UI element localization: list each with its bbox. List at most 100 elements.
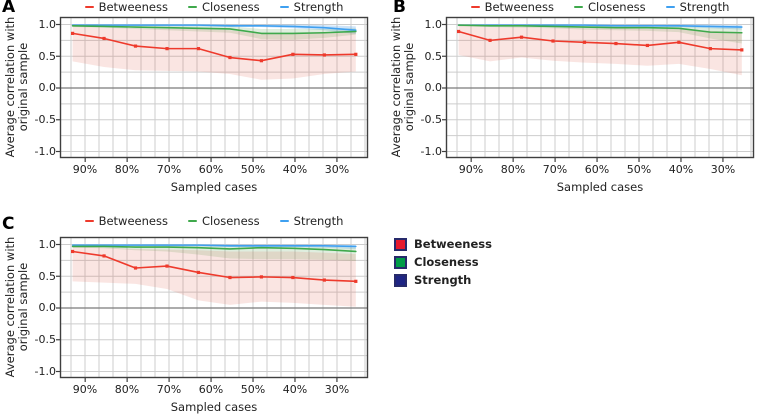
legend-label-strength: Strength: [293, 214, 344, 228]
y-tick-label: 0.0: [38, 301, 57, 314]
betweeness-marker: [322, 278, 326, 282]
betweeness-marker: [519, 35, 524, 39]
betweeness-marker: [645, 43, 650, 48]
x-axis-title: Sampled cases: [556, 180, 644, 194]
legend-label-closeness: Closeness: [587, 0, 646, 14]
y-tick-label: -0.5: [34, 113, 56, 126]
betweeness-marker: [165, 47, 169, 51]
betweeness-line-icon: [84, 219, 94, 223]
x-tick-label: 90%: [458, 163, 484, 176]
x-tick-label: 90%: [72, 383, 98, 396]
panel-b: B Betweeness Closeness Strength Average …: [386, 0, 771, 200]
betweeness-marker: [291, 52, 295, 56]
betweeness-marker: [488, 38, 492, 42]
betweeness-line-icon: [470, 5, 480, 9]
betweeness-marker: [259, 275, 264, 279]
betweeness-marker: [582, 40, 587, 44]
betweeness-marker: [259, 59, 264, 63]
x-tick-label: 80%: [114, 163, 140, 176]
legend-item-label: Strength: [414, 273, 472, 287]
plot-area-c: [56, 236, 369, 382]
x-tick-label: 80%: [500, 163, 526, 176]
betweeness-marker: [133, 266, 138, 270]
x-tick-label: 50%: [240, 383, 266, 396]
strength-line: [71, 24, 357, 32]
y-tick-label: 0.5: [424, 50, 443, 63]
panel-b-letter: B: [393, 0, 406, 17]
closeness-line: [71, 245, 357, 253]
x-tick-label: 60%: [198, 163, 224, 176]
betweeness-marker: [228, 275, 232, 280]
x-tick-label: 30%: [710, 163, 736, 176]
x-tick-label: 70%: [542, 163, 568, 176]
betweeness-marker: [70, 31, 75, 35]
strength-line-icon: [279, 219, 289, 223]
legend-label-strength: Strength: [679, 0, 730, 14]
betweeness-line-icon: [84, 5, 94, 9]
y-tick-label: -1.0: [420, 145, 442, 158]
legend-item-strength: Strength: [394, 273, 492, 287]
closeness-line: [457, 24, 743, 34]
legend-label-closeness: Closeness: [201, 0, 260, 14]
y-tick-label: 0.0: [38, 81, 57, 94]
betweeness-marker: [70, 249, 75, 254]
betweeness-marker: [740, 48, 744, 52]
legend-item-betweeness: Betweeness: [394, 237, 492, 251]
legend-label-betweeness: Betweeness: [98, 0, 168, 14]
closeness-band: [72, 245, 356, 262]
plot-area-b: [442, 16, 755, 162]
betweeness-marker: [677, 40, 681, 44]
betweeness-marker: [551, 39, 555, 43]
closeness-band: [72, 25, 356, 40]
closeness-band: [458, 24, 742, 44]
y-tick-label: 1.0: [424, 18, 443, 31]
betweeness-line: [457, 30, 743, 51]
legend-label-betweeness: Betweeness: [98, 214, 168, 228]
betweeness-line: [71, 250, 357, 283]
betweeness-marker: [614, 41, 618, 46]
closeness-line: [71, 24, 357, 35]
betweeness-marker: [196, 270, 201, 275]
y-tick-label: 0.5: [38, 270, 57, 283]
x-tick-label: 40%: [668, 163, 694, 176]
x-tick-label: 90%: [72, 163, 98, 176]
x-tick-label: 70%: [156, 163, 182, 176]
y-tick-label: -0.5: [420, 113, 442, 126]
x-tick-label: 50%: [240, 163, 266, 176]
betweeness-marker: [354, 279, 358, 283]
betweeness-marker: [165, 264, 169, 268]
betweeness-marker: [354, 52, 358, 56]
closeness-line-icon: [573, 5, 583, 9]
panel-a-legend: Betweeness Closeness Strength: [60, 0, 368, 14]
betweeness-band: [458, 25, 742, 76]
betweeness-marker: [322, 53, 326, 57]
panel-c-letter: C: [2, 214, 15, 234]
x-axis-title: Sampled cases: [170, 400, 258, 414]
x-tick-label: 70%: [156, 383, 182, 396]
panel-a: A Betweeness Closeness Strength Average …: [0, 0, 385, 200]
legend-label-closeness: Closeness: [201, 214, 260, 228]
betweeness-marker: [102, 254, 106, 258]
plot-area-a: [56, 16, 369, 162]
x-tick-label: 60%: [584, 163, 610, 176]
closeness-line-icon: [187, 219, 197, 223]
y-tick-label: 1.0: [38, 238, 57, 251]
betweeness-marker: [102, 36, 106, 41]
strength-line-icon: [279, 5, 289, 9]
legend-label-betweeness: Betweeness: [484, 0, 554, 14]
betweeness-marker: [196, 47, 201, 51]
x-tick-label: 60%: [198, 383, 224, 396]
betweeness-line: [71, 32, 357, 62]
closeness-line-icon: [187, 5, 197, 9]
plot-border: [59, 16, 369, 159]
x-tick-label: 80%: [114, 383, 140, 396]
plot-border: [59, 236, 369, 379]
legend-item-label: Closeness: [414, 255, 479, 269]
legend-item-label: Betweeness: [414, 237, 492, 251]
y-tick-label: -0.5: [34, 333, 56, 346]
y-tick-label: 1.0: [38, 18, 57, 31]
legend-item-closeness: Closeness: [394, 255, 492, 269]
betweeness-marker: [228, 55, 232, 60]
betweeness-swatch-icon: [394, 237, 407, 251]
